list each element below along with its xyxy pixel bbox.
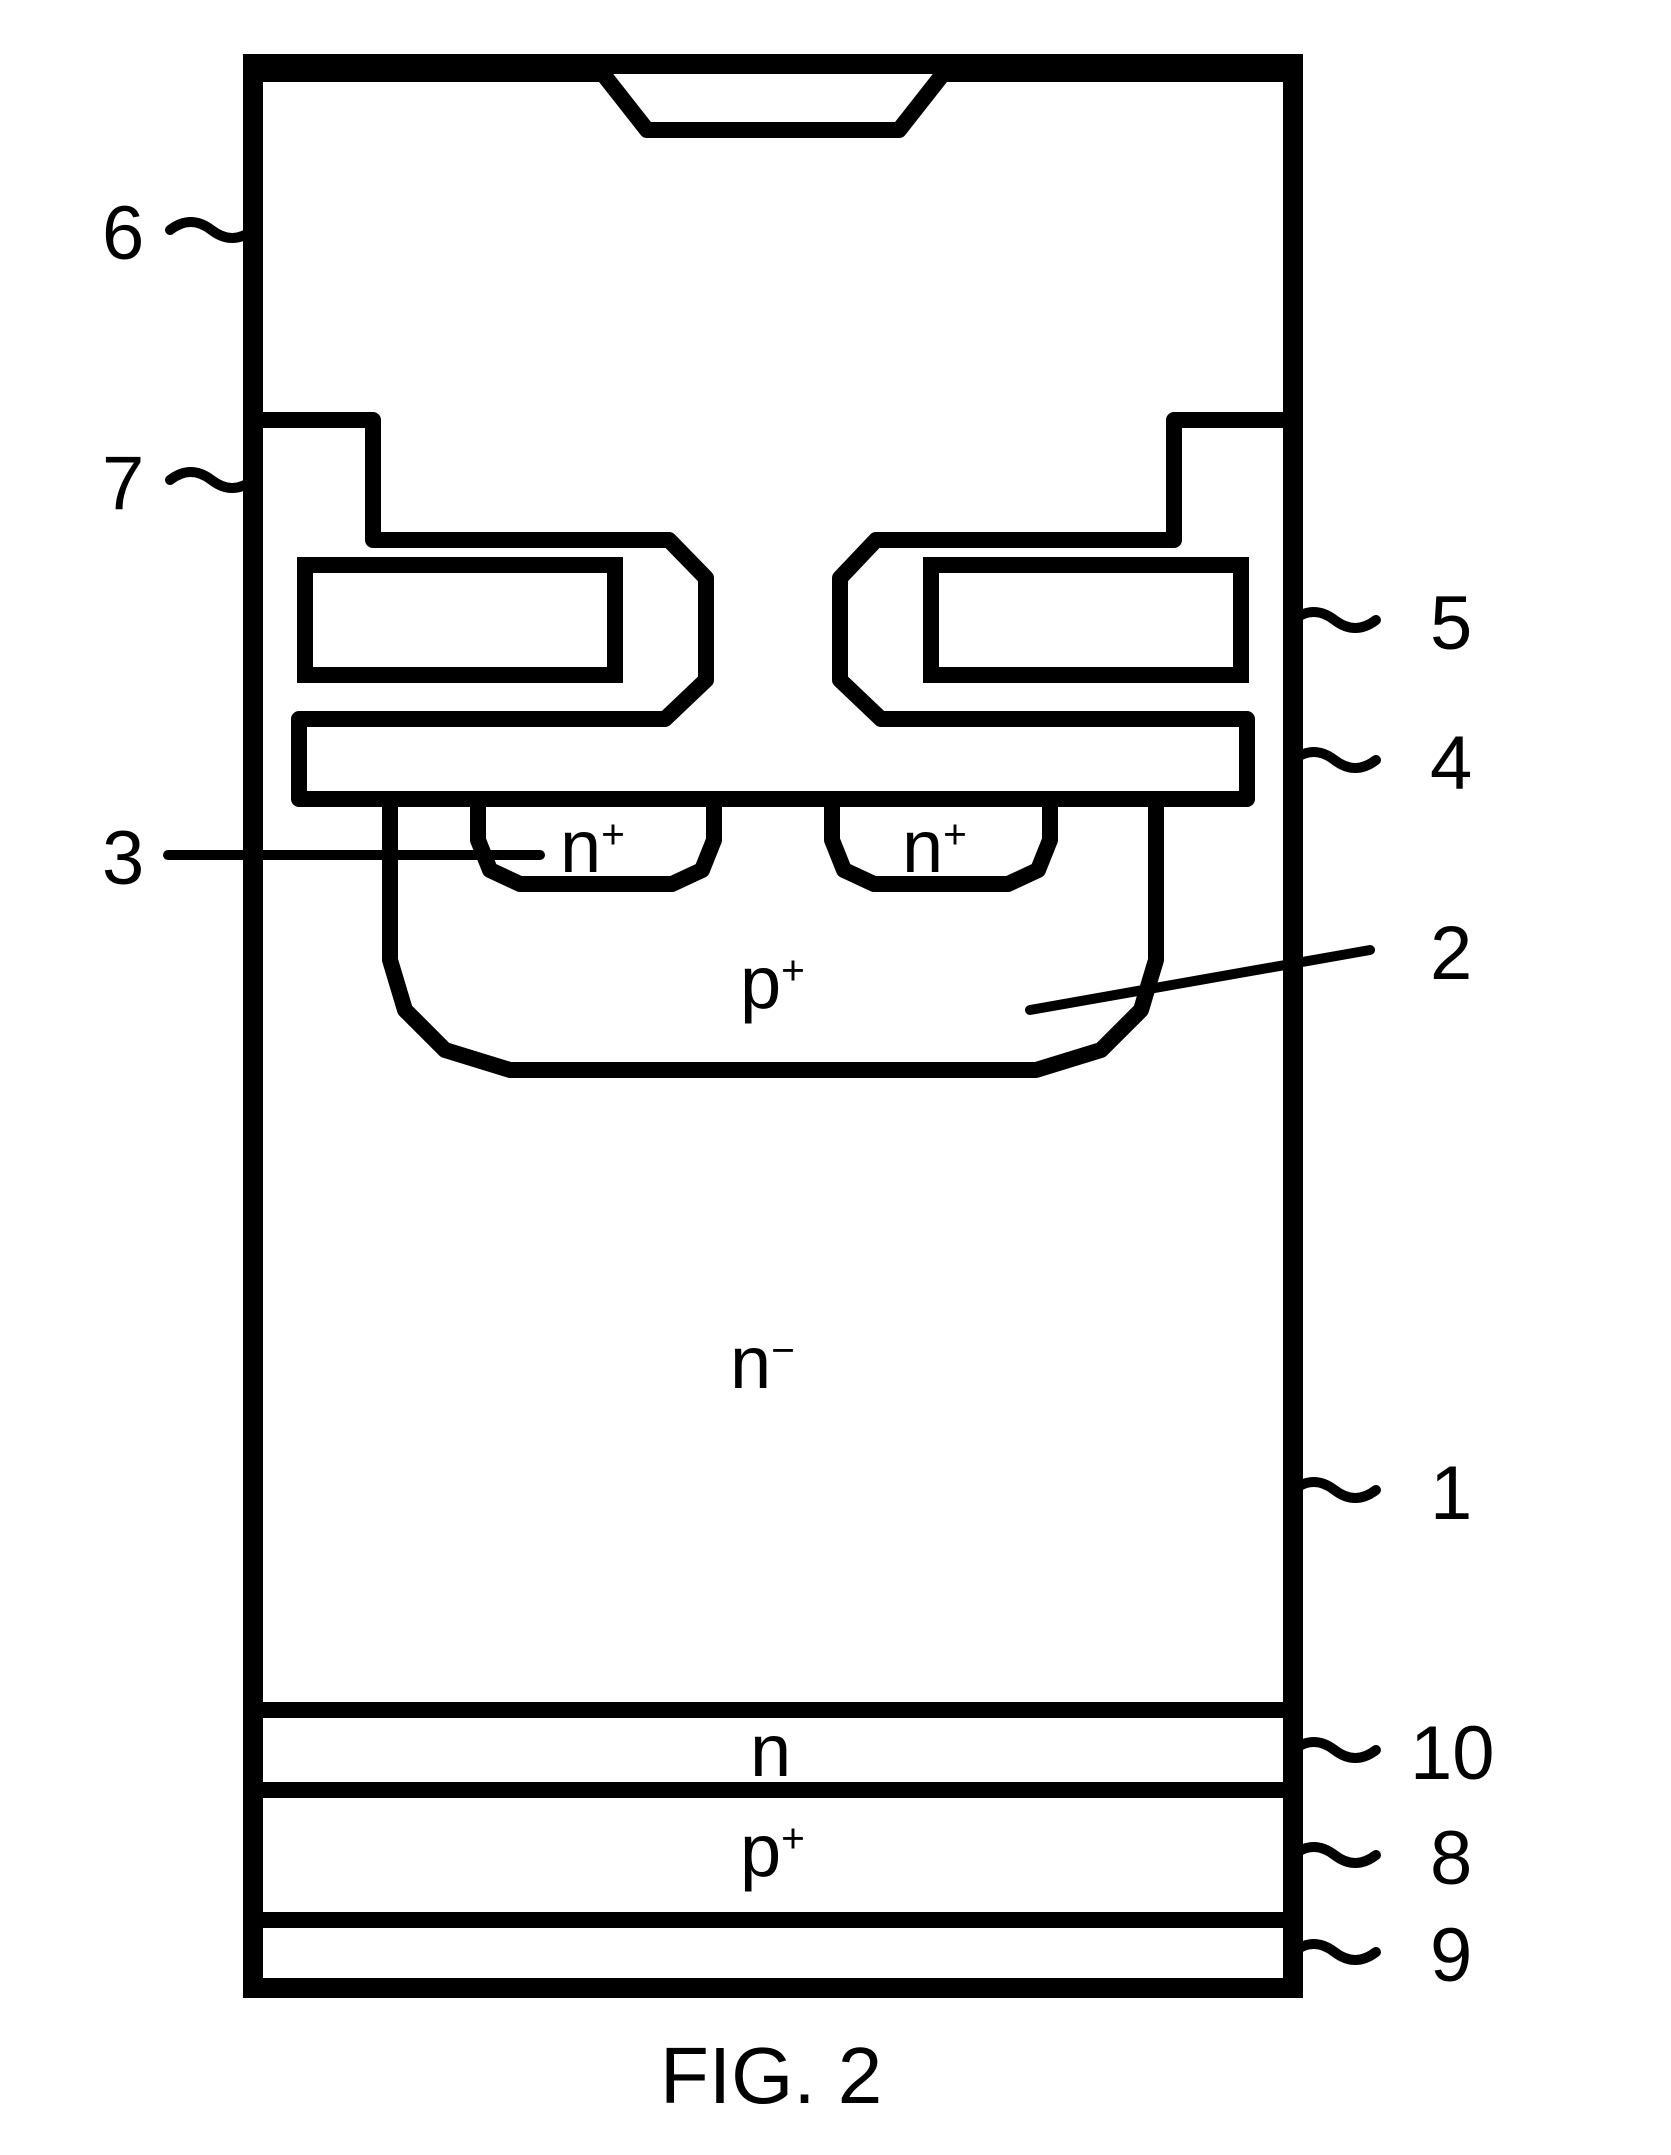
label-n-plus-right: n+	[902, 804, 967, 889]
label-n-minus-drift: n−	[730, 1320, 795, 1405]
tilde-6	[170, 222, 253, 238]
gate-right	[931, 565, 1241, 675]
callout-3: 3	[102, 815, 144, 902]
callout-5: 5	[1430, 580, 1472, 667]
label-n-layer: n	[750, 1708, 791, 1793]
figure-root: n+ n+ p+ n− n p+ FIG. 2 6 7 3 5 4 2 1 10 8 9	[0, 0, 1671, 2155]
top-electrode-outline	[253, 74, 1293, 799]
tilde-1	[1293, 1482, 1376, 1498]
callout-9: 9	[1430, 1912, 1472, 1999]
tilde-7	[170, 472, 253, 488]
gate-left	[305, 565, 615, 675]
callout-8: 8	[1430, 1815, 1472, 1902]
callout-6: 6	[102, 190, 144, 277]
tilde-9	[1293, 1944, 1376, 1960]
diagram-svg	[0, 0, 1671, 2155]
label-p-plus-well: p+	[740, 940, 805, 1025]
leader-2	[1030, 950, 1370, 1010]
label-p-plus-back: p+	[740, 1808, 805, 1893]
callout-4: 4	[1430, 720, 1472, 807]
figure-caption: FIG. 2	[660, 2030, 882, 2122]
tilde-8	[1293, 1847, 1376, 1863]
callout-7: 7	[102, 440, 144, 527]
tilde-10	[1293, 1742, 1376, 1758]
label-n-plus-left: n+	[560, 804, 625, 889]
callout-2: 2	[1430, 910, 1472, 997]
p-well	[390, 799, 1156, 1070]
tilde-4	[1293, 752, 1376, 768]
tilde-5	[1293, 612, 1376, 628]
callout-10: 10	[1410, 1710, 1495, 1797]
outer-rect	[253, 64, 1293, 1988]
callout-1: 1	[1430, 1450, 1472, 1537]
